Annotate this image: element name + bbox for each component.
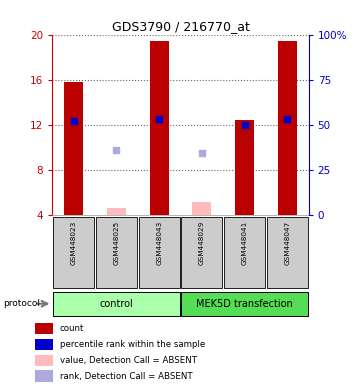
Bar xyxy=(35,339,53,350)
Point xyxy=(156,116,162,122)
Point xyxy=(113,147,119,153)
Text: GSM448025: GSM448025 xyxy=(113,221,119,265)
Title: GDS3790 / 216770_at: GDS3790 / 216770_at xyxy=(112,20,249,33)
Bar xyxy=(35,371,53,382)
Bar xyxy=(181,217,222,288)
Bar xyxy=(192,202,212,215)
Point xyxy=(284,116,290,122)
Text: count: count xyxy=(60,324,84,333)
Text: GSM448043: GSM448043 xyxy=(156,221,162,265)
Text: GSM448041: GSM448041 xyxy=(242,221,248,265)
Point xyxy=(71,118,77,124)
Text: rank, Detection Call = ABSENT: rank, Detection Call = ABSENT xyxy=(60,372,192,381)
Bar xyxy=(267,217,308,288)
Text: value, Detection Call = ABSENT: value, Detection Call = ABSENT xyxy=(60,356,197,365)
Text: control: control xyxy=(100,299,133,309)
Bar xyxy=(278,41,297,215)
Bar xyxy=(224,217,265,288)
Text: GSM448029: GSM448029 xyxy=(199,221,205,265)
Text: protocol: protocol xyxy=(4,299,40,308)
Text: percentile rank within the sample: percentile rank within the sample xyxy=(60,340,205,349)
Bar xyxy=(53,217,94,288)
Text: GSM448047: GSM448047 xyxy=(284,221,290,265)
Point xyxy=(242,122,247,128)
Bar xyxy=(139,217,180,288)
Bar xyxy=(181,292,308,316)
Text: GSM448023: GSM448023 xyxy=(71,221,77,265)
Bar xyxy=(96,217,137,288)
Bar xyxy=(53,292,180,316)
Bar xyxy=(64,82,83,215)
Bar xyxy=(35,323,53,334)
Bar xyxy=(149,41,169,215)
Bar xyxy=(107,208,126,215)
Bar xyxy=(235,120,254,215)
Point xyxy=(199,150,205,156)
Text: MEK5D transfection: MEK5D transfection xyxy=(196,299,293,309)
Bar xyxy=(35,354,53,366)
